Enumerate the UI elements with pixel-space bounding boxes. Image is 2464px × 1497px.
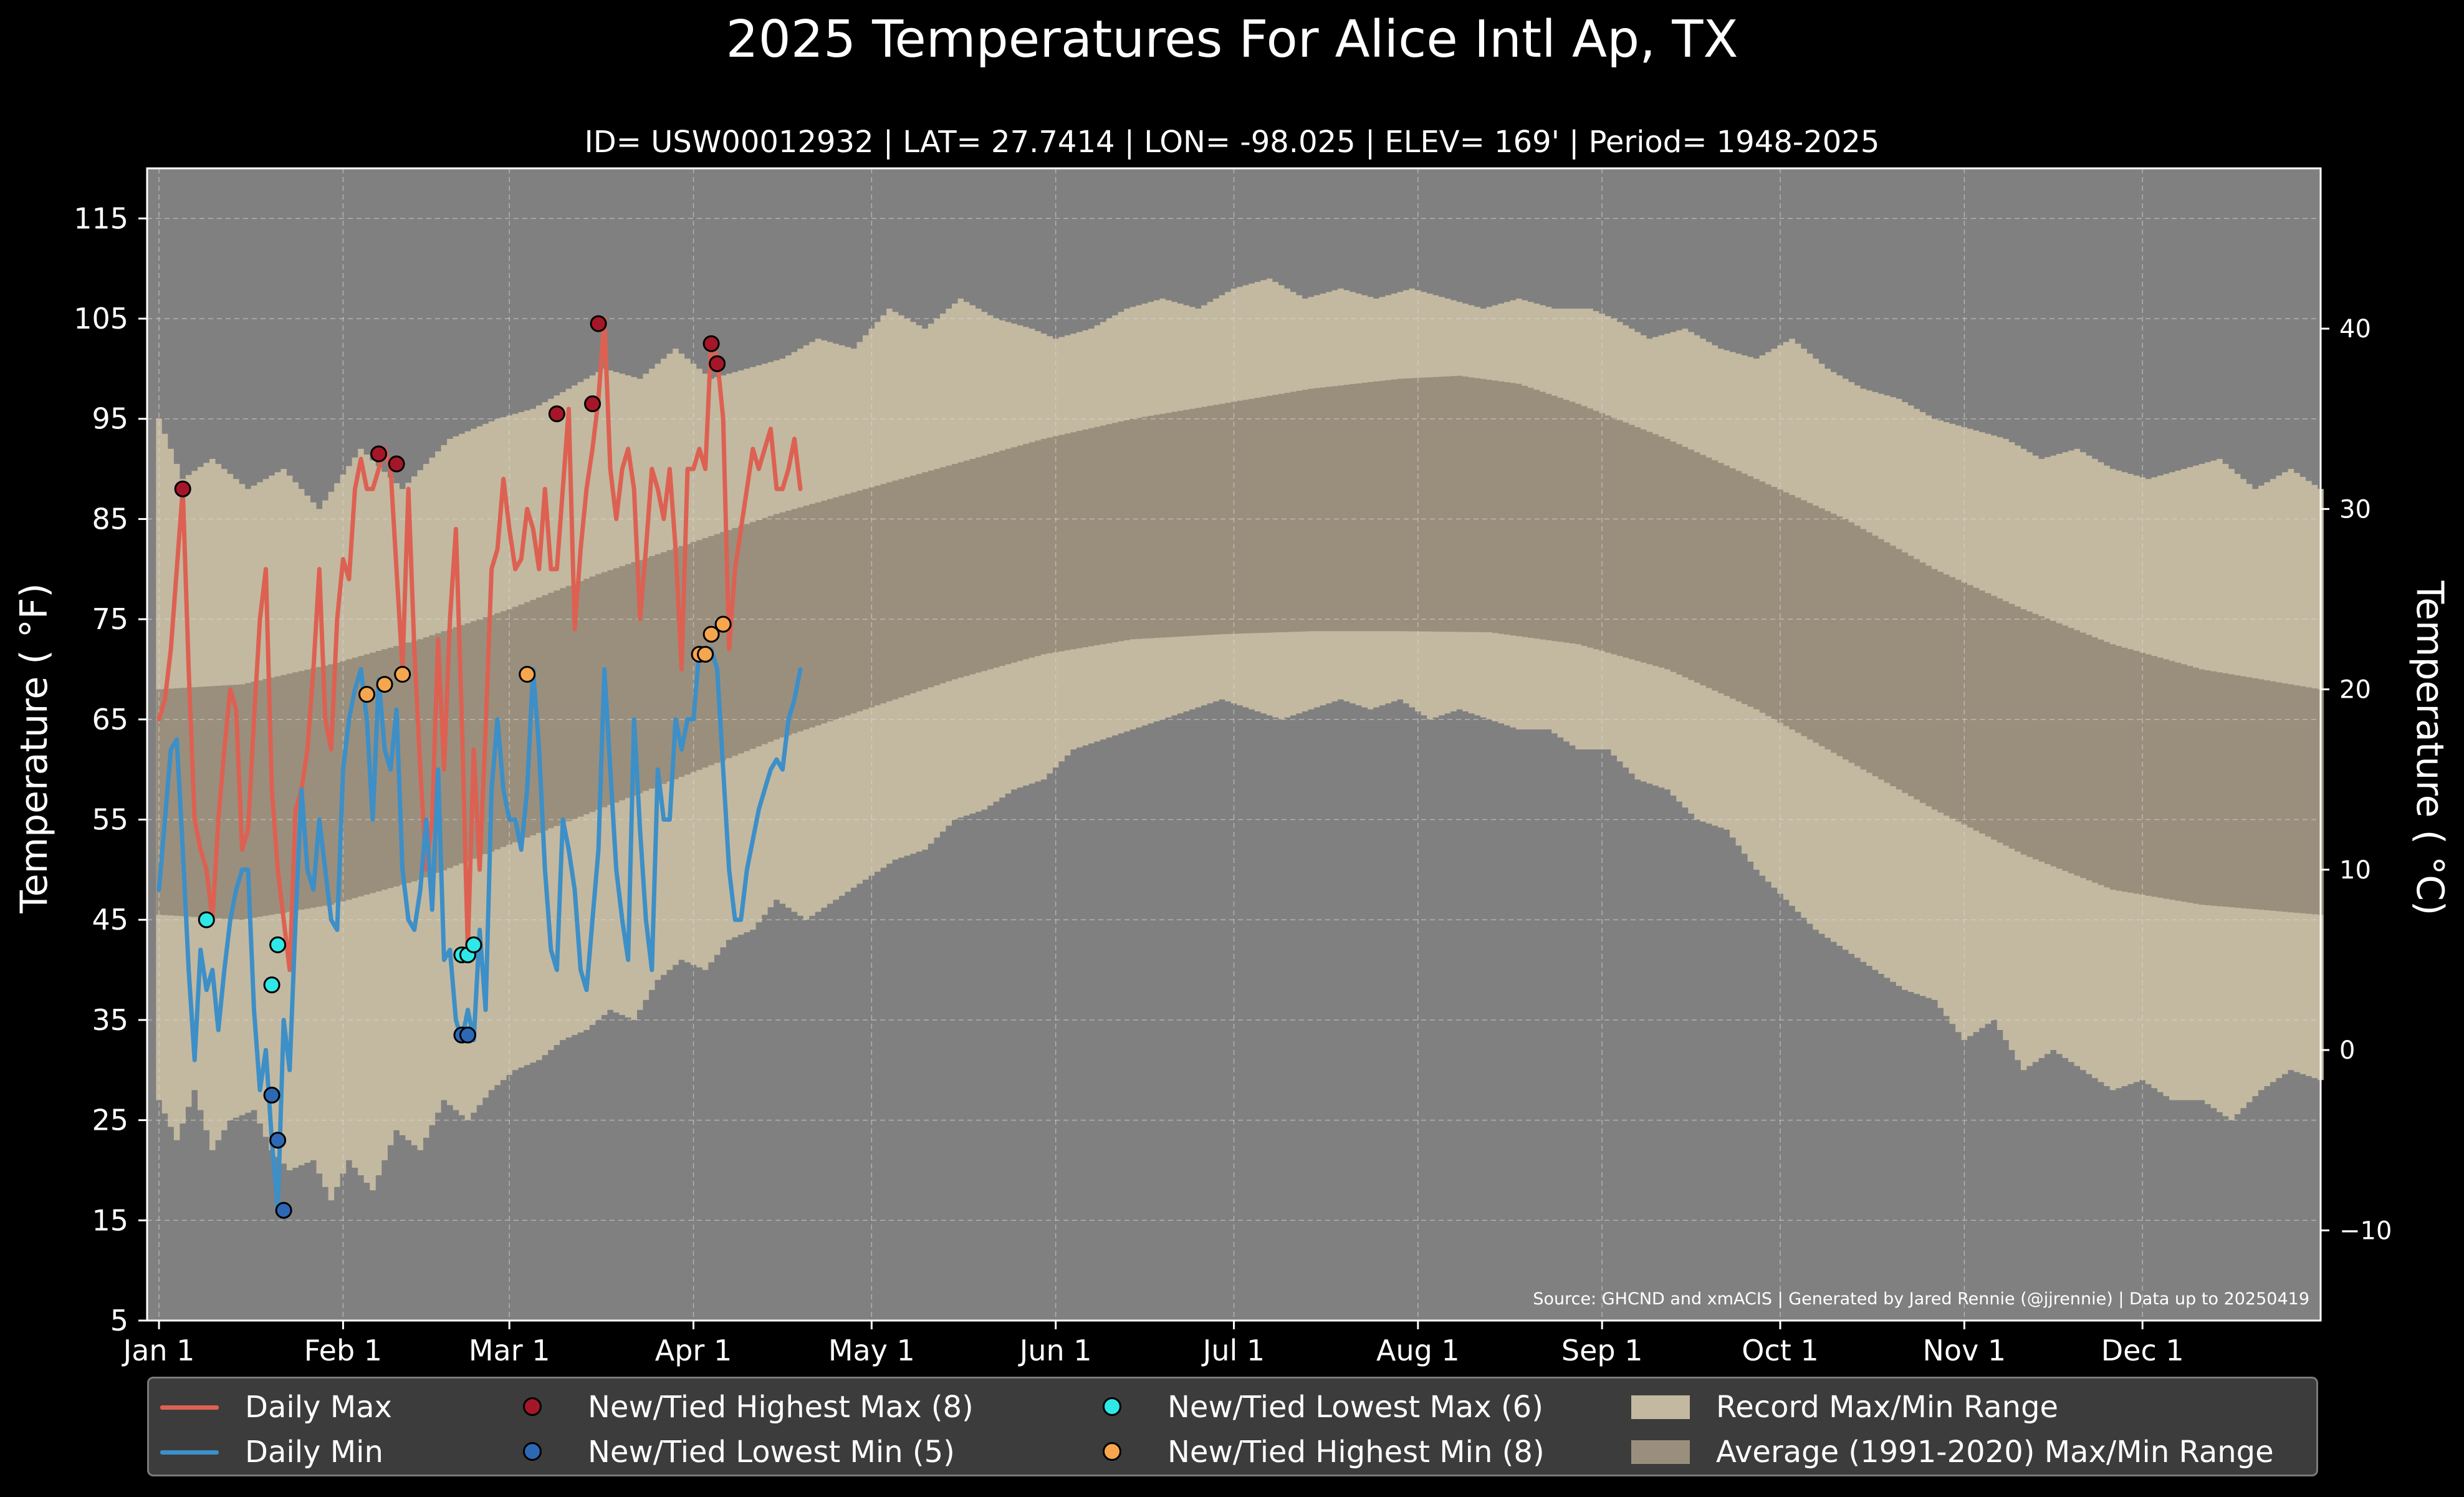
legend-swatch xyxy=(498,1431,567,1473)
x-tick-label: Feb 1 xyxy=(304,1334,382,1367)
y-tick-label: 25 xyxy=(92,1104,128,1137)
legend-label: New/Tied Highest Max (8) xyxy=(588,1390,974,1425)
series-line-daily-max xyxy=(156,316,803,973)
record-marker-point xyxy=(370,445,388,463)
y-tick-label: 35 xyxy=(92,1003,128,1037)
y-tick-label: 85 xyxy=(92,502,128,536)
legend-patch-mark xyxy=(1631,1395,1690,1419)
y-tick-label: 45 xyxy=(92,903,128,936)
legend-item: Daily Max xyxy=(155,1386,392,1428)
series-line-daily-min xyxy=(156,647,803,1213)
legend-label: New/Tied Highest Min (8) xyxy=(1167,1435,1545,1470)
record-marker-point xyxy=(174,480,191,498)
x-tick-label: Dec 1 xyxy=(2101,1334,2184,1367)
x-tick-label: May 1 xyxy=(828,1334,915,1367)
x-tick-label: Oct 1 xyxy=(1742,1334,1818,1367)
legend-swatch xyxy=(1626,1431,1695,1473)
legend-item: Record Max/Min Range xyxy=(1626,1386,2058,1428)
y-tick-label: 75 xyxy=(92,602,128,636)
x-tick-label: Jan 1 xyxy=(122,1334,195,1367)
record-marker-point xyxy=(519,666,536,683)
record-marker-point xyxy=(702,335,720,352)
y-right-tick-label: 20 xyxy=(2339,676,2371,705)
record-marker-point xyxy=(275,1201,292,1219)
plot-area xyxy=(147,168,2324,1321)
legend-dot-mark xyxy=(1103,1442,1121,1461)
y-tick-label: 95 xyxy=(92,402,128,436)
record-marker-point xyxy=(709,355,726,372)
y-tick-label: 115 xyxy=(74,201,128,235)
axes: 115 105 95 85 75 65 55 45 35 25 15 5 40 30 20 10 0 −10 Jan… xyxy=(74,167,2392,1367)
y-tick-label: 55 xyxy=(92,803,128,837)
y-axis-label-right: Temperature ( °C) xyxy=(2408,580,2452,916)
source-note: Source: GHCND and xmACIS | Generated by … xyxy=(1533,1289,2309,1309)
legend-label: New/Tied Lowest Min (5) xyxy=(588,1435,955,1470)
legend-line-mark xyxy=(160,1450,219,1455)
legend-item: Daily Min xyxy=(155,1431,383,1473)
legend-label: Daily Min xyxy=(245,1435,383,1470)
record-marker-point xyxy=(459,1026,476,1044)
x-tick-label: Mar 1 xyxy=(469,1334,550,1367)
normal-range-band xyxy=(156,375,2324,920)
y-right-tick-label: −10 xyxy=(2339,1216,2392,1245)
legend-label: Record Max/Min Range xyxy=(1716,1390,2059,1425)
legend-swatch xyxy=(1078,1431,1146,1473)
legend-item: New/Tied Lowest Max (6) xyxy=(1078,1386,1543,1428)
legend-swatch xyxy=(498,1386,567,1428)
x-tick-label: Apr 1 xyxy=(655,1334,732,1367)
record-marker-point xyxy=(702,625,720,643)
record-marker-point xyxy=(388,455,405,473)
legend-patch-mark xyxy=(1631,1440,1690,1464)
legend-swatch xyxy=(155,1386,224,1428)
x-tick-label: Jun 1 xyxy=(1018,1334,1092,1367)
record-marker-point xyxy=(714,615,732,633)
legend-swatch xyxy=(1078,1386,1146,1428)
x-tick-label: Sep 1 xyxy=(1561,1334,1643,1367)
legend: Daily Max Daily Min New/Tied Highest Max (… xyxy=(147,1377,2318,1476)
record-marker-point xyxy=(394,666,411,683)
record-marker-point xyxy=(358,686,376,703)
y-tick-label: 5 xyxy=(110,1304,128,1337)
legend-dot-mark xyxy=(1103,1397,1121,1416)
y-right-tick-label: 10 xyxy=(2339,856,2371,885)
y-tick-label: 65 xyxy=(92,703,128,736)
legend-swatch xyxy=(1626,1386,1695,1428)
legend-item: Average (1991-2020) Max/Min Range xyxy=(1626,1431,2274,1473)
record-marker-point xyxy=(263,976,280,994)
chart-subtitle: ID= USW00012932 | LAT= 27.7414 | LON= -9… xyxy=(584,125,1880,160)
record-marker-point xyxy=(584,395,602,413)
x-tick-label: Jul 1 xyxy=(1201,1334,1265,1367)
legend-item: New/Tied Highest Max (8) xyxy=(498,1386,974,1428)
record-marker-point xyxy=(269,1132,287,1149)
y-tick-label: 15 xyxy=(92,1203,128,1237)
y-axis-label-left: Temperature ( °F) xyxy=(12,583,56,914)
record-marker-point xyxy=(465,936,482,953)
y-tick-label: 105 xyxy=(74,302,128,335)
legend-swatch xyxy=(155,1431,224,1473)
record-marker-point xyxy=(376,676,393,693)
legend-line-mark xyxy=(160,1405,219,1410)
legend-label: Daily Max xyxy=(245,1390,392,1425)
y-right-tick-label: 0 xyxy=(2339,1036,2355,1065)
legend-dot-mark xyxy=(523,1442,542,1461)
record-marker-point xyxy=(590,315,607,332)
record-marker-point xyxy=(697,645,714,663)
legend-item: New/Tied Highest Min (8) xyxy=(1078,1431,1545,1473)
chart-title: 2025 Temperatures For Alice Intl Ap, TX xyxy=(726,10,1738,69)
record-marker-point xyxy=(263,1086,280,1104)
legend-label: New/Tied Lowest Max (6) xyxy=(1167,1390,1543,1425)
record-marker-point xyxy=(198,911,215,928)
y-right-tick-label: 30 xyxy=(2339,495,2371,524)
y-right-tick-label: 40 xyxy=(2339,315,2371,344)
record-marker-point xyxy=(548,405,565,423)
legend-dot-mark xyxy=(523,1397,542,1416)
x-tick-label: Nov 1 xyxy=(1923,1334,2006,1367)
legend-item: New/Tied Lowest Min (5) xyxy=(498,1431,955,1473)
record-marker-point xyxy=(269,936,287,953)
legend-label: Average (1991-2020) Max/Min Range xyxy=(1716,1435,2274,1470)
x-tick-label: Aug 1 xyxy=(1376,1334,1460,1367)
